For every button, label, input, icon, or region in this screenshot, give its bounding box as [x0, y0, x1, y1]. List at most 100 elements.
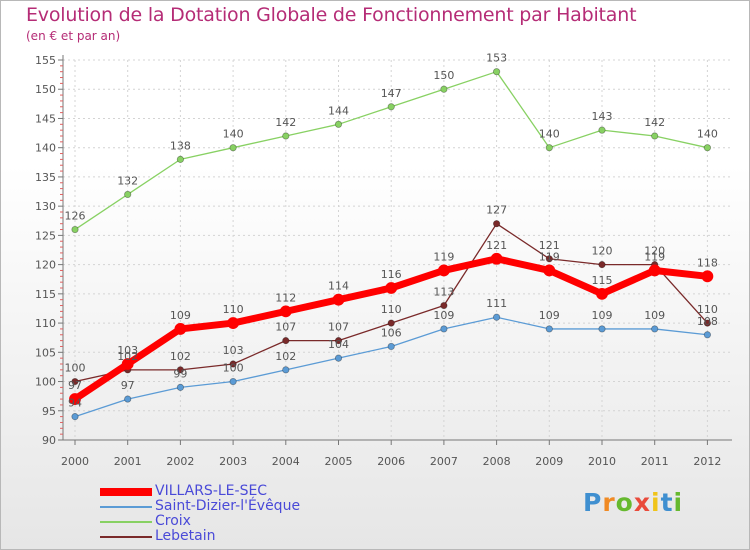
data-point — [334, 120, 343, 128]
data-point — [490, 252, 503, 265]
data-point — [492, 68, 501, 76]
data-point — [598, 126, 606, 134]
y-tick-label: 110 — [35, 317, 56, 330]
data-label: 110 — [697, 303, 718, 316]
data-point — [124, 190, 132, 199]
data-point — [703, 144, 712, 152]
y-tick-label: 145 — [35, 112, 56, 125]
data-label: 94 — [68, 397, 82, 410]
data-point — [651, 325, 659, 333]
data-label: 114 — [328, 280, 349, 293]
data-label: 140 — [697, 128, 718, 141]
data-label: 121 — [539, 239, 560, 252]
data-label: 120 — [592, 245, 613, 258]
x-tick-label: 2005 — [325, 455, 353, 468]
data-point — [282, 337, 290, 345]
data-label: 113 — [433, 286, 454, 299]
legend-item: Croix — [100, 513, 340, 529]
data-label: 109 — [170, 309, 191, 322]
data-point — [703, 319, 712, 327]
data-point — [387, 103, 395, 111]
data-label: 115 — [592, 274, 613, 287]
data-label: 109 — [539, 309, 560, 322]
y-tick-label: 115 — [35, 288, 56, 301]
data-point — [229, 377, 237, 386]
data-label: 104 — [328, 338, 349, 351]
data-point — [492, 313, 501, 321]
legend-label: Lebetain — [155, 528, 216, 544]
data-point — [598, 325, 606, 333]
data-point — [176, 366, 184, 374]
legend-swatch — [100, 506, 152, 508]
data-label: 127 — [486, 204, 507, 217]
x-tick-label: 2012 — [693, 455, 721, 468]
data-label: 142 — [275, 116, 296, 129]
data-label: 106 — [381, 326, 402, 339]
data-label: 140 — [539, 128, 560, 141]
data-point — [596, 287, 608, 300]
data-label: 143 — [592, 110, 613, 123]
chart-subtitle: (en € et par an) — [26, 29, 121, 43]
data-label: 109 — [644, 309, 665, 322]
chart-title: Evolution de la Dotation Globale de Fonc… — [26, 4, 637, 26]
data-label: 138 — [170, 139, 191, 152]
data-label: 110 — [223, 303, 244, 316]
data-label: 142 — [644, 116, 665, 129]
data-point — [176, 155, 184, 163]
data-label: 102 — [275, 350, 296, 363]
x-tick-label: 2001 — [114, 455, 142, 468]
x-tick-label: 2006 — [377, 455, 405, 468]
data-point — [69, 393, 81, 405]
data-label: 100 — [223, 362, 244, 375]
x-tick-label: 2003 — [219, 455, 247, 468]
legend-label: VILLARS-LE-SEC — [155, 483, 268, 499]
y-tick-label: 130 — [35, 200, 56, 213]
data-label: 102 — [170, 350, 191, 363]
x-tick-label: 2011 — [641, 455, 669, 468]
data-point — [543, 264, 556, 277]
chart-legend: VILLARS-LE-SEC Saint-Dizier-l'Évêque Croix… — [100, 483, 340, 544]
data-point — [282, 366, 290, 374]
data-label: 100 — [65, 362, 86, 375]
data-label: 140 — [223, 128, 244, 141]
data-label: 144 — [328, 104, 349, 117]
y-tick-label: 150 — [35, 83, 56, 96]
data-point — [71, 413, 79, 421]
data-point — [71, 225, 79, 234]
legend-swatch — [100, 488, 152, 496]
data-point — [440, 325, 448, 333]
x-tick-label: 2004 — [272, 455, 300, 468]
data-point — [385, 282, 398, 294]
y-tick-label: 90 — [42, 434, 56, 447]
data-label: 97 — [68, 379, 82, 392]
y-tick-label: 100 — [35, 376, 56, 389]
data-label: 119 — [539, 250, 560, 263]
data-point — [440, 301, 448, 310]
data-point — [229, 144, 237, 152]
data-point — [282, 132, 290, 140]
data-label: 99 — [173, 367, 187, 380]
data-label: 103 — [223, 344, 244, 357]
y-tick-label: 135 — [35, 171, 56, 184]
data-label: 109 — [433, 309, 454, 322]
data-label: 107 — [328, 321, 349, 334]
data-point — [334, 354, 343, 362]
data-point — [701, 270, 714, 283]
data-point — [545, 144, 553, 152]
y-tick-label: 125 — [35, 229, 56, 242]
data-label: 110 — [381, 303, 402, 316]
data-label: 153 — [486, 52, 507, 65]
data-point — [545, 255, 553, 263]
data-label: 112 — [275, 291, 296, 304]
y-tick-label: 120 — [35, 259, 56, 272]
data-point — [387, 319, 395, 327]
legend-item: Saint-Dizier-l'Évêque — [100, 498, 340, 514]
x-tick-label: 2002 — [166, 455, 194, 468]
data-point — [703, 331, 712, 339]
y-tick-label: 140 — [35, 142, 56, 155]
x-tick-label: 2009 — [535, 455, 563, 468]
data-point — [332, 293, 345, 306]
y-tick-label: 105 — [35, 346, 56, 359]
legend-swatch — [100, 536, 152, 538]
